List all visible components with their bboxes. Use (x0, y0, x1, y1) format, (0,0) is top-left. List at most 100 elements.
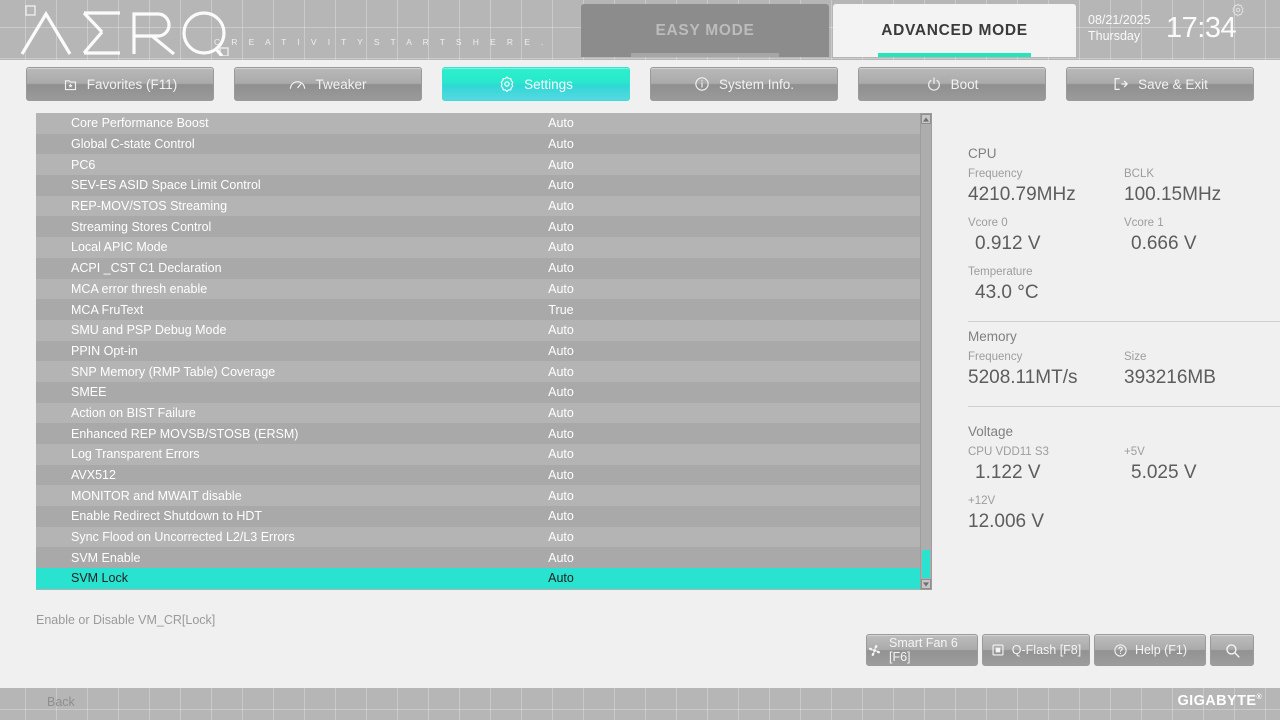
sidebar-item-save-exit[interactable]: Save & Exit (1066, 67, 1254, 101)
sidebar-item-boot[interactable]: Boot (858, 67, 1046, 101)
setting-value[interactable]: Auto (548, 405, 574, 420)
setting-value[interactable]: Auto (548, 240, 574, 255)
voltage-12v-label: +12V (968, 495, 996, 507)
scroll-down-arrow-icon[interactable] (921, 579, 931, 589)
setting-value[interactable]: Auto (548, 323, 574, 338)
table-row[interactable]: Core Performance Boost Auto (36, 113, 920, 134)
voltage-12v-value: 12.006 V (968, 511, 1045, 532)
list-scrollbar[interactable] (920, 113, 932, 590)
cpu-temperature-value: 43.0 °C (975, 282, 1039, 303)
setting-label: PC6 (71, 157, 96, 172)
scrollbar-thumb[interactable] (922, 550, 930, 578)
gigabyte-brand-text: GIGABYTE (1177, 693, 1257, 709)
easy-mode-label: EASY MODE (655, 21, 755, 39)
gear-icon[interactable] (1231, 3, 1245, 22)
back-button[interactable]: Back (47, 695, 75, 709)
table-row[interactable]: MCA error thresh enable Auto (36, 278, 920, 300)
setting-value[interactable]: Auto (548, 550, 574, 565)
setting-value[interactable]: Auto (548, 385, 574, 400)
setting-value[interactable]: Auto (548, 261, 574, 276)
divider (968, 406, 1280, 407)
nav-label-system-info: System Info. (718, 76, 795, 92)
setting-label: SNP Memory (RMP Table) Coverage (71, 364, 276, 379)
table-row[interactable]: Local APIC Mode Auto (36, 237, 920, 258)
help-button[interactable]: Help (F1) (1094, 634, 1206, 666)
exit-arrow-icon (1112, 76, 1129, 92)
table-row[interactable]: SEV-ES ASID Space Limit Control Auto (36, 175, 920, 196)
table-row[interactable]: SMEE Auto (36, 381, 920, 403)
memory-frequency-cell: Frequency 5208.11MT/s (968, 350, 1124, 390)
help-description: Enable or Disable VM_CR[Lock] (36, 613, 216, 627)
table-row[interactable]: SNP Memory (RMP Table) Coverage Auto (36, 361, 920, 382)
cpu-vcore1-cell: Vcore 1 0.666 V (1124, 216, 1280, 256)
voltage-vdd11-cell: CPU VDD11 S3 1.122 V (968, 445, 1124, 485)
voltage-5v-cell: +5V 5.025 V (1124, 445, 1280, 485)
setting-value[interactable]: Auto (548, 137, 574, 152)
setting-value[interactable]: Auto (548, 364, 574, 379)
cpu-frequency-value: 4210.79MHz (968, 184, 1076, 205)
smart-fan-button[interactable]: Smart Fan 6 [F6] (866, 634, 978, 666)
table-row[interactable]: Log Transparent Errors Auto (36, 444, 920, 465)
setting-value[interactable]: True (548, 302, 574, 317)
setting-value[interactable]: Auto (548, 488, 574, 503)
setting-value[interactable]: Auto (548, 343, 574, 358)
advanced-mode-label: ADVANCED MODE (881, 21, 1028, 39)
cpu-temperature-label: Temperature (968, 266, 1033, 278)
setting-value[interactable]: Auto (548, 571, 574, 586)
setting-label: Global C-state Control (71, 137, 195, 152)
setting-value[interactable]: Auto (548, 157, 574, 172)
setting-label: Sync Flood on Uncorrected L2/L3 Errors (71, 530, 295, 545)
setting-value[interactable]: Auto (548, 281, 574, 296)
table-row[interactable]: PPIN Opt-in Auto (36, 340, 920, 362)
cpu-info-section: CPU Frequency 4210.79MHz BCLK 100.15MHz … (968, 146, 1280, 334)
cpu-vcore0-cell: Vcore 0 0.912 V (968, 216, 1124, 256)
table-row[interactable]: MCA FruText True (36, 299, 920, 320)
voltage-info-section: Voltage CPU VDD11 S3 1.122 V +5V 5.025 V… (968, 424, 1280, 543)
table-row[interactable]: PC6 Auto (36, 154, 920, 176)
settings-list[interactable]: Core Performance Boost Auto Global C-state… (36, 113, 920, 590)
table-row[interactable]: REP-MOV/STOS Streaming Auto (36, 195, 920, 217)
cpu-section-title: CPU (968, 146, 997, 161)
setting-value[interactable]: Auto (548, 530, 574, 545)
sidebar-item-favorites[interactable]: Favorites (F11) (26, 67, 214, 101)
setting-value[interactable]: Auto (548, 199, 574, 214)
table-row[interactable]: Enable Redirect Shutdown to HDT Auto (36, 506, 920, 527)
table-row[interactable]: Sync Flood on Uncorrected L2/L3 Errors Au… (36, 526, 920, 548)
search-icon (1224, 642, 1241, 659)
memory-frequency-value: 5208.11MT/s (968, 367, 1078, 388)
voltage-vdd11-value: 1.122 V (975, 462, 1041, 483)
setting-value[interactable]: Auto (548, 468, 574, 483)
table-row[interactable]: SVM Enable Auto (36, 547, 920, 569)
search-button[interactable] (1210, 634, 1254, 666)
table-row[interactable]: SMU and PSP Debug Mode Auto (36, 319, 920, 341)
setting-label: Core Performance Boost (71, 116, 209, 131)
setting-value[interactable]: Auto (548, 447, 574, 462)
divider (968, 321, 1280, 322)
advanced-mode-tab[interactable]: ADVANCED MODE (833, 4, 1076, 57)
table-row[interactable]: Streaming Stores Control Auto (36, 216, 920, 238)
cpu-bclk-label: BCLK (1124, 168, 1155, 180)
table-row[interactable]: Action on BIST Failure Auto (36, 402, 920, 424)
sidebar-item-tweaker[interactable]: Tweaker (234, 67, 422, 101)
setting-label: MCA FruText (71, 302, 144, 317)
table-row[interactable]: AVX512 Auto (36, 464, 920, 486)
table-row[interactable]: Global C-state Control Auto (36, 133, 920, 155)
table-row[interactable]: Enhanced REP MOVSB/STOSB (ERSM) Auto (36, 423, 920, 444)
setting-value[interactable]: Auto (548, 426, 574, 441)
sidebar-item-system-info[interactable]: System Info. (650, 67, 838, 101)
setting-value[interactable]: Auto (548, 116, 574, 131)
scroll-up-arrow-icon[interactable] (921, 114, 931, 124)
easy-mode-tab[interactable]: EASY MODE (581, 4, 829, 57)
clock-date: 08/21/2025 (1088, 13, 1151, 27)
table-row[interactable]: SVM Lock Auto (36, 568, 920, 589)
table-row[interactable]: ACPI _CST C1 Declaration Auto (36, 257, 920, 279)
setting-label: ACPI _CST C1 Declaration (71, 261, 222, 276)
table-row[interactable]: MONITOR and MWAIT disable Auto (36, 485, 920, 507)
setting-value[interactable]: Auto (548, 178, 574, 193)
sidebar-item-settings[interactable]: Settings (442, 67, 630, 101)
setting-label: Streaming Stores Control (71, 219, 212, 234)
setting-value[interactable]: Auto (548, 219, 574, 234)
q-flash-button[interactable]: Q-Flash [F8] (982, 634, 1090, 666)
question-circle-icon (1113, 643, 1128, 658)
setting-value[interactable]: Auto (548, 509, 574, 524)
